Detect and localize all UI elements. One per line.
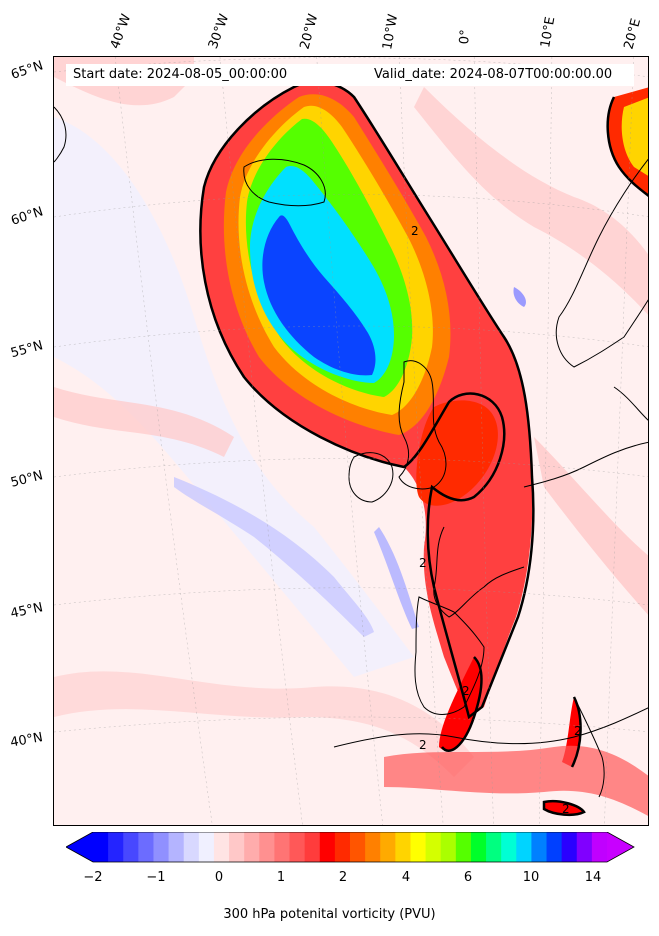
colorbar-title: 300 hPa potenital vorticity (PVU) <box>223 907 436 922</box>
colorbar-segment <box>410 832 427 862</box>
colorbar-segment <box>546 832 563 862</box>
pv-streamer-blue-core <box>262 215 376 376</box>
lat-label-65n: 65°N <box>9 58 46 83</box>
colorbar-segment <box>123 832 139 862</box>
colorbar-segment <box>168 832 185 862</box>
colorbar-segment <box>319 832 336 862</box>
colorbar-tick: 0 <box>214 870 224 885</box>
colorbar-tick: 14 <box>584 870 602 885</box>
colorbar-segment <box>350 832 366 862</box>
colorbar-segment <box>516 832 532 862</box>
pv-blob-south <box>544 801 584 815</box>
colorbar-segment <box>501 832 517 862</box>
contour-label: 2 <box>462 684 470 698</box>
colorbar-segment <box>289 832 306 862</box>
pv-2-contour-south <box>542 800 586 817</box>
lon-label-40w: 40°W <box>107 12 135 51</box>
colorbar-under-arrow <box>66 832 93 862</box>
contour-label: 2 <box>574 724 582 738</box>
lat-label-55n: 55°N <box>9 338 45 362</box>
pv-2-contour-ne <box>606 96 648 198</box>
pv-streamer-iberia <box>439 657 482 751</box>
pv-2-contour <box>199 80 535 720</box>
pv-map: 2 2 2 2 2 2 <box>53 56 649 826</box>
valid-date-label: Valid_date: 2024-08-07T00:00:00.00 <box>374 67 613 82</box>
pv-colorbar <box>66 832 635 863</box>
contour-label: 2 <box>411 224 419 238</box>
lat-label-60n: 60°N <box>9 204 46 229</box>
colorbar-over-arrow <box>607 832 634 862</box>
colorbar-segment <box>425 832 442 862</box>
contour-label: 2 <box>419 556 427 570</box>
low-pv-streak-1 <box>174 477 374 637</box>
colorbar-segment <box>591 832 608 862</box>
lon-label-30w: 30°W <box>205 12 233 51</box>
colorbar-segment <box>274 832 291 862</box>
contour-label: 2 <box>419 738 427 752</box>
colorbar-tick: −2 <box>83 870 103 885</box>
colorbar-tick: −1 <box>146 870 166 885</box>
contour-label: 2 <box>562 802 570 816</box>
colorbar-segment <box>229 832 245 862</box>
colorbar-segment <box>440 832 457 862</box>
lat-label-40n: 40°N <box>9 730 45 751</box>
colorbar-tick: 4 <box>401 870 411 885</box>
colorbar-segment <box>244 832 260 862</box>
pv-field-plot: 2 2 2 2 2 2 <box>54 57 648 825</box>
start-date-label: Start date: 2024-08-05_00:00:00 <box>73 67 288 82</box>
colorbar-segment <box>576 832 593 862</box>
pink-band-south <box>54 671 474 777</box>
colorbar-segment <box>395 832 411 862</box>
low-pv-region-west <box>54 117 414 677</box>
colorbar-segment <box>183 832 200 862</box>
colorbar-segment <box>334 832 351 862</box>
low-pv-streak-2 <box>374 527 419 629</box>
colorbar-segment <box>138 832 154 862</box>
pink-band-east <box>534 437 648 615</box>
colorbar-segment <box>531 832 548 862</box>
colorbar-tick: 1 <box>276 870 286 885</box>
colorbar-segment <box>198 832 215 862</box>
pink-band-west <box>54 387 234 457</box>
low-pv-streak-3 <box>513 287 526 307</box>
colorbar-segment <box>259 832 275 862</box>
pv-band-africa <box>384 745 648 816</box>
colorbar-segment <box>470 832 487 862</box>
colorbar-segment <box>213 832 230 862</box>
colorbar-tick: 10 <box>522 870 540 885</box>
colorbar-outline <box>66 832 635 863</box>
lon-label-10w: 10°W <box>380 13 402 52</box>
header-bar <box>66 64 634 86</box>
graticule <box>54 57 648 825</box>
lat-label-45n: 45°N <box>9 600 45 622</box>
colorbar-tick: 2 <box>338 870 348 885</box>
lon-label-0: 0° <box>457 28 474 45</box>
coastlines <box>54 106 648 798</box>
colorbar-segment <box>486 832 502 862</box>
lon-label-10e: 10°E <box>538 15 559 49</box>
lat-label-50n: 50°N <box>9 468 45 491</box>
pv-2-contour-iberia <box>440 656 483 752</box>
pv-streamer-northeast-core <box>621 97 648 176</box>
colorbar-segment <box>153 832 170 862</box>
colorbar-segment <box>304 832 321 862</box>
colorbar-tick: 6 <box>463 870 473 885</box>
colorbar-segment <box>455 832 472 862</box>
colorbar-segment <box>365 832 381 862</box>
lon-label-20w: 20°W <box>297 12 322 51</box>
lon-label-20e: 20°E <box>621 16 645 51</box>
pv-inner-blob <box>416 400 498 506</box>
colorbar-segment <box>380 832 396 862</box>
colorbar-segment <box>561 832 578 862</box>
colorbar-segment <box>108 832 124 862</box>
colorbar-segment <box>93 832 109 862</box>
